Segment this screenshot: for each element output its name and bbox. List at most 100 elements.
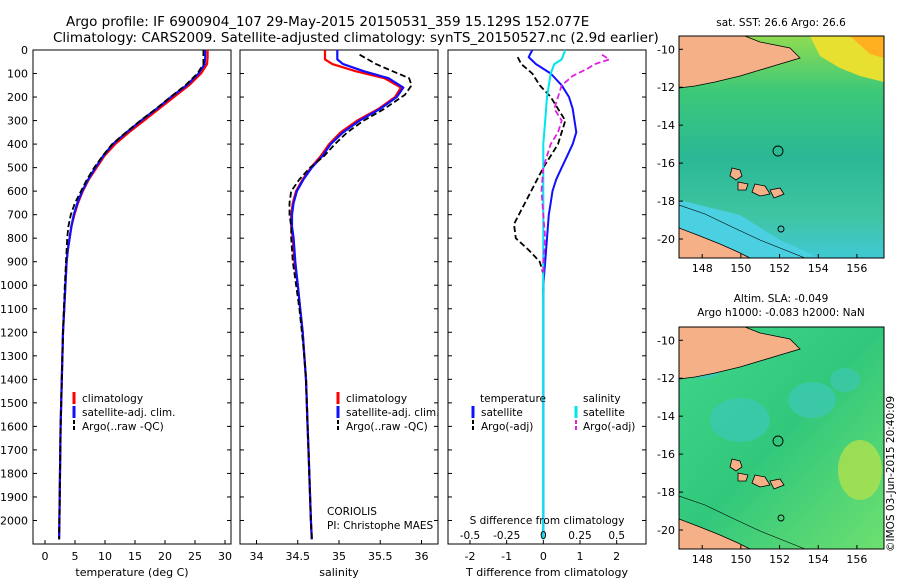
depth-tick-label: 1500 bbox=[0, 397, 28, 410]
x-tick-label: 0 bbox=[42, 550, 49, 563]
annotation-pi: PI: Christophe MAES bbox=[327, 520, 434, 532]
sla-blob-5 bbox=[830, 368, 860, 392]
s-tick-label: -0.5 bbox=[460, 530, 481, 542]
land-papua bbox=[679, 327, 801, 380]
s-argo-line bbox=[540, 53, 611, 274]
climatology-line bbox=[290, 50, 402, 540]
lon-tick-label: 150 bbox=[730, 262, 751, 275]
land-australia bbox=[679, 227, 751, 258]
argo-location-marker bbox=[772, 145, 784, 157]
legend-label-t-argo: Argo(-adj) bbox=[481, 421, 533, 433]
difference-s-ticks: -0.5 -0.25 0 0.25 0.5 bbox=[460, 530, 625, 542]
depth-tick-label: 1800 bbox=[0, 467, 28, 480]
s-tick-label: 0.25 bbox=[568, 530, 591, 542]
difference-legend: temperature salinity satellite Argo(-adj… bbox=[471, 393, 635, 433]
legend-label-satellite: satellite-adj. clim. bbox=[82, 407, 175, 419]
difference-series bbox=[513, 49, 611, 540]
legend-heading-salinity: salinity bbox=[583, 393, 621, 405]
reef-contour bbox=[679, 204, 806, 258]
sla-map-frame bbox=[678, 326, 885, 550]
legend-label-climatology: climatology bbox=[346, 393, 407, 405]
depth-tick-label: 1400 bbox=[0, 373, 28, 386]
depth-tick-label: 1700 bbox=[0, 444, 28, 457]
header-line-2: Climatology: CARS2009. Satellite-adjuste… bbox=[53, 30, 659, 46]
temperature-frame bbox=[32, 49, 232, 545]
lon-tick-label: 152 bbox=[769, 553, 790, 566]
x-tick-label: 34 bbox=[250, 550, 264, 563]
lon-tick-label: 148 bbox=[692, 553, 713, 566]
s-tick-label: 0 bbox=[540, 530, 547, 542]
depth-tick-label: 400 bbox=[7, 138, 28, 151]
credit-text: ©IMOS 03-Jun-2015 20:40:09 bbox=[885, 396, 897, 552]
lon-tick-label: 156 bbox=[846, 553, 867, 566]
x-tick-label: 1 bbox=[577, 550, 584, 563]
salinity-legend: climatology satellite-adj. clim. Argo(..… bbox=[336, 392, 439, 433]
depth-tick-label: 300 bbox=[7, 115, 28, 128]
x-tick-label: 25 bbox=[188, 550, 202, 563]
islands bbox=[729, 458, 785, 490]
x-tick-label: 0 bbox=[540, 550, 547, 563]
salinity-xlabel: salinity bbox=[319, 566, 359, 579]
depth-tick-label: 800 bbox=[7, 232, 28, 245]
depth-tick-label: 1900 bbox=[0, 491, 28, 504]
lat-tick-label: -18 bbox=[657, 486, 675, 499]
s-tick-label: 0.5 bbox=[608, 530, 625, 542]
depth-tick-label: 1300 bbox=[0, 350, 28, 363]
legend-heading-temperature: temperature bbox=[480, 393, 546, 405]
land-papua bbox=[679, 36, 801, 89]
argo-raw-line bbox=[288, 53, 413, 540]
salinity-series bbox=[288, 50, 413, 540]
sst-map-frame bbox=[678, 35, 885, 259]
temperature-panel: 0 5 10 15 20 25 30 temperature (deg C) climato… bbox=[32, 49, 232, 579]
annotation-coriolis: CORIOLIS bbox=[327, 506, 377, 518]
s-tick-label: -0.25 bbox=[493, 530, 520, 542]
depth-axis-ticks: 0 100 200 300 400 500 600 700 800 900 1000 1100 1200… bbox=[0, 44, 646, 527]
depth-tick-label: 600 bbox=[7, 185, 28, 198]
lat-tick-label: -12 bbox=[657, 81, 675, 94]
x-tick-label: -2 bbox=[465, 550, 476, 563]
site-marker bbox=[777, 514, 785, 522]
lat-tick-label: -10 bbox=[657, 43, 675, 56]
difference-xlabel: T difference from climatology bbox=[465, 566, 628, 579]
x-tick-label: 5 bbox=[72, 550, 79, 563]
x-tick-label: 35 bbox=[332, 550, 346, 563]
depth-tick-label: 100 bbox=[7, 68, 28, 81]
depth-tick-label: 1100 bbox=[0, 303, 28, 316]
lat-tick-label: -12 bbox=[657, 372, 675, 385]
argo-raw-line bbox=[58, 50, 205, 540]
temperature-xlabel: temperature (deg C) bbox=[75, 566, 188, 579]
x-tick-label: 30 bbox=[218, 550, 232, 563]
lat-tick-label: -18 bbox=[657, 195, 675, 208]
depth-tick-label: 1000 bbox=[0, 279, 28, 292]
header-line-1: Argo profile: IF 6900904_107 29-May-2015… bbox=[66, 14, 589, 30]
x-tick-label: 35.5 bbox=[368, 550, 393, 563]
depth-tick-label: 900 bbox=[7, 256, 28, 269]
lat-tick-label: -14 bbox=[657, 119, 675, 132]
lat-tick-label: -14 bbox=[657, 410, 675, 423]
lat-tick-label: -16 bbox=[657, 157, 675, 170]
difference-panel: -2 -1 0 1 2 -0.5 -0.25 0 0.25 0.5 S difference f… bbox=[447, 49, 647, 579]
x-tick-label: 10 bbox=[98, 550, 112, 563]
lon-tick-label: 150 bbox=[730, 553, 751, 566]
sst-warm-core bbox=[850, 36, 884, 58]
t-satellite-line bbox=[527, 49, 578, 540]
difference-top-xlabel: S difference from climatology bbox=[470, 515, 625, 527]
x-tick-label: 36 bbox=[415, 550, 429, 563]
legend-label-argo: Argo(..raw -QC) bbox=[346, 421, 428, 433]
lat-tick-label: -20 bbox=[657, 233, 675, 246]
lon-tick-label: 156 bbox=[846, 262, 867, 275]
x-tick-label: 2 bbox=[613, 550, 620, 563]
sla-map-area bbox=[679, 327, 884, 549]
islands bbox=[729, 167, 785, 199]
depth-tick-label: 700 bbox=[7, 209, 28, 222]
sst-map-title: sat. SST: 26.6 Argo: 26.6 bbox=[716, 17, 846, 29]
satellite-adj-line bbox=[58, 50, 207, 540]
salinity-frame bbox=[239, 49, 439, 545]
lon-tick-label: 148 bbox=[692, 262, 713, 275]
sla-map-ticks: 148 150 152 154 156 -10 -12 -14 -16 -18 -20 bbox=[657, 334, 867, 566]
sla-map-title-2: Argo h1000: -0.083 h2000: NaN bbox=[697, 307, 865, 319]
satellite-adj-line bbox=[290, 50, 405, 540]
sst-map: sat. SST: 26.6 Argo: 26.6 148 150 152 154 15… bbox=[657, 17, 885, 275]
temperature-legend: climatology satellite-adj. clim. Argo(..… bbox=[72, 392, 175, 433]
